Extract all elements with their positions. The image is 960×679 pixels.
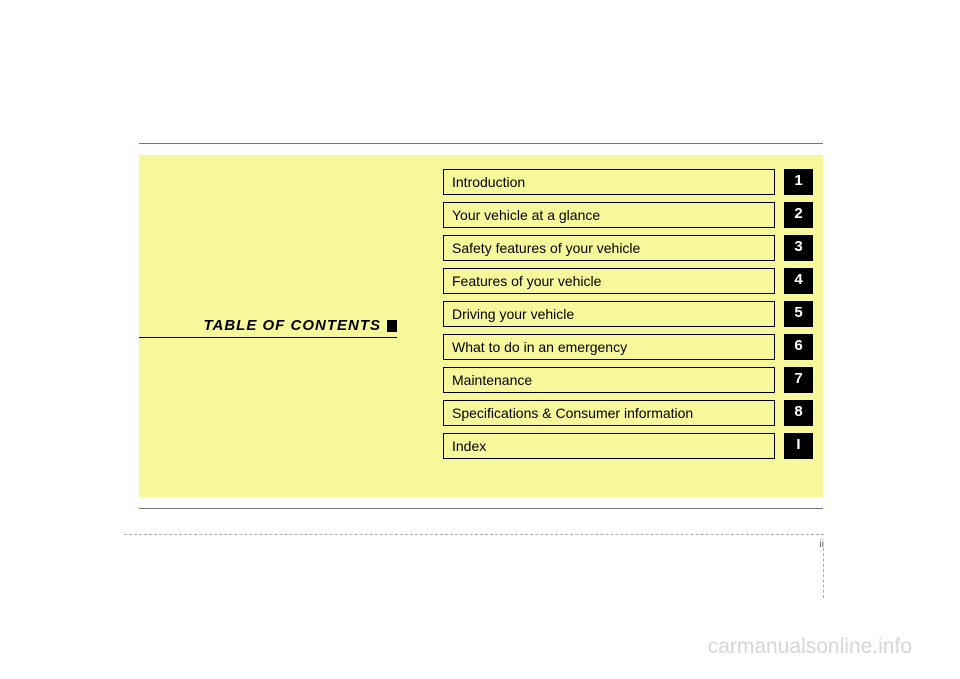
toc-panel: TABLE OF CONTENTS Introduction 1 Your ve… — [139, 155, 823, 497]
toc-entry-tab: 2 — [784, 202, 813, 228]
toc-entry[interactable]: Specifications & Consumer information 8 — [443, 400, 813, 426]
toc-heading-wrap: TABLE OF CONTENTS — [139, 317, 397, 335]
toc-entry-tab: 4 — [784, 268, 813, 294]
toc-entry-tab: 6 — [784, 334, 813, 360]
toc-entry-tab: I — [784, 433, 813, 459]
toc-entry-label: Features of your vehicle — [443, 268, 775, 294]
toc-entry-label: Maintenance — [443, 367, 775, 393]
toc-entry[interactable]: Index I — [443, 433, 813, 459]
toc-entry[interactable]: What to do in an emergency 6 — [443, 334, 813, 360]
toc-entry-label: Safety features of your vehicle — [443, 235, 775, 261]
toc-entry-label: What to do in an emergency — [443, 334, 775, 360]
toc-entry-label: Index — [443, 433, 775, 459]
toc-entry[interactable]: Introduction 1 — [443, 169, 813, 195]
page-frame: TABLE OF CONTENTS Introduction 1 Your ve… — [139, 143, 823, 509]
watermark: carmanualsonline.info — [708, 635, 912, 659]
toc-entry-tab: 3 — [784, 235, 813, 261]
toc-heading-rule — [139, 337, 397, 338]
toc-entry-tab: 5 — [784, 301, 813, 327]
toc-heading: TABLE OF CONTENTS — [203, 317, 381, 334]
toc-entry-label: Introduction — [443, 169, 775, 195]
toc-entries: Introduction 1 Your vehicle at a glance … — [443, 169, 813, 466]
toc-entry-label: Specifications & Consumer information — [443, 400, 775, 426]
page-number: ii — [124, 534, 824, 550]
toc-entry[interactable]: Your vehicle at a glance 2 — [443, 202, 813, 228]
toc-entry-tab: 8 — [784, 400, 813, 426]
toc-entry[interactable]: Safety features of your vehicle 3 — [443, 235, 813, 261]
toc-entry-label: Your vehicle at a glance — [443, 202, 775, 228]
toc-heading-marker-icon — [387, 320, 397, 332]
toc-entry[interactable]: Driving your vehicle 5 — [443, 301, 813, 327]
toc-entry-tab: 7 — [784, 367, 813, 393]
toc-entry-tab: 1 — [784, 169, 813, 195]
toc-entry[interactable]: Maintenance 7 — [443, 367, 813, 393]
page-number-side-rule — [823, 548, 824, 598]
toc-entry-label: Driving your vehicle — [443, 301, 775, 327]
toc-entry[interactable]: Features of your vehicle 4 — [443, 268, 813, 294]
